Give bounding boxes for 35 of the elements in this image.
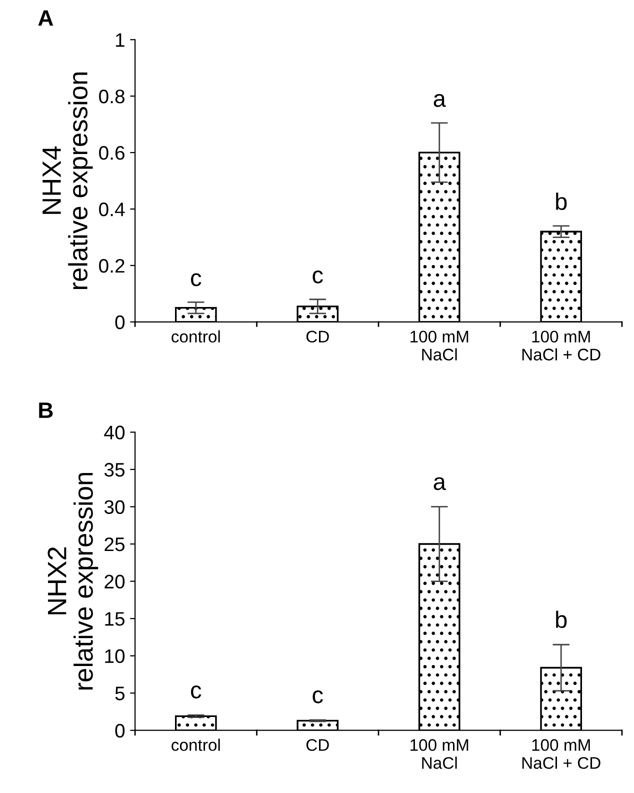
y-tick-label: 0.2: [99, 258, 124, 273]
annotation: c: [191, 273, 202, 286]
chart-title: A: [38, 10, 54, 26]
y-axis-title: NHX2 relative expression: [48, 472, 98, 690]
x-tick-label: control: [172, 330, 220, 343]
x-tick-label: 100 mM NaCl: [410, 739, 468, 769]
y-tick-label: 0.4: [99, 202, 125, 216]
y-tick-label: 40: [104, 426, 125, 440]
y-tick-label: 10: [105, 649, 125, 664]
y-tick-label: 0.6: [99, 146, 124, 160]
y-tick-label: 15: [105, 612, 125, 626]
annotation: c: [312, 270, 323, 284]
y-tick-label: 0: [115, 724, 125, 738]
y-tick-label: 30: [104, 500, 125, 514]
y-tick-label: 20: [104, 574, 125, 589]
y-tick-label: 0.8: [99, 90, 124, 104]
x-tick-label: control: [172, 738, 220, 751]
annotation: c: [312, 690, 323, 704]
x-tick-label: 100 mM NaCl: [410, 330, 468, 360]
y-axis-title: NHX4 relative expression: [42, 72, 93, 290]
x-tick-label: CD: [306, 330, 329, 343]
y-tick-label: 0: [115, 315, 125, 330]
y-tick-label: 1: [116, 33, 124, 47]
x-tick-label: 100 mM NaCl + CD: [522, 330, 600, 360]
annotation: c: [191, 686, 202, 698]
y-tick-label: 5: [115, 686, 125, 700]
chart-title: B: [39, 402, 53, 418]
y-tick-label: 25: [104, 537, 125, 552]
annotation: a: [434, 477, 446, 490]
y-tick-label: 35: [104, 462, 125, 477]
x-tick-label: 100 mM NaCl + CD: [522, 739, 600, 769]
annotation: a: [434, 94, 446, 107]
annotation: b: [556, 192, 567, 210]
annotation: b: [556, 610, 567, 628]
x-tick-label: CD: [306, 739, 329, 751]
